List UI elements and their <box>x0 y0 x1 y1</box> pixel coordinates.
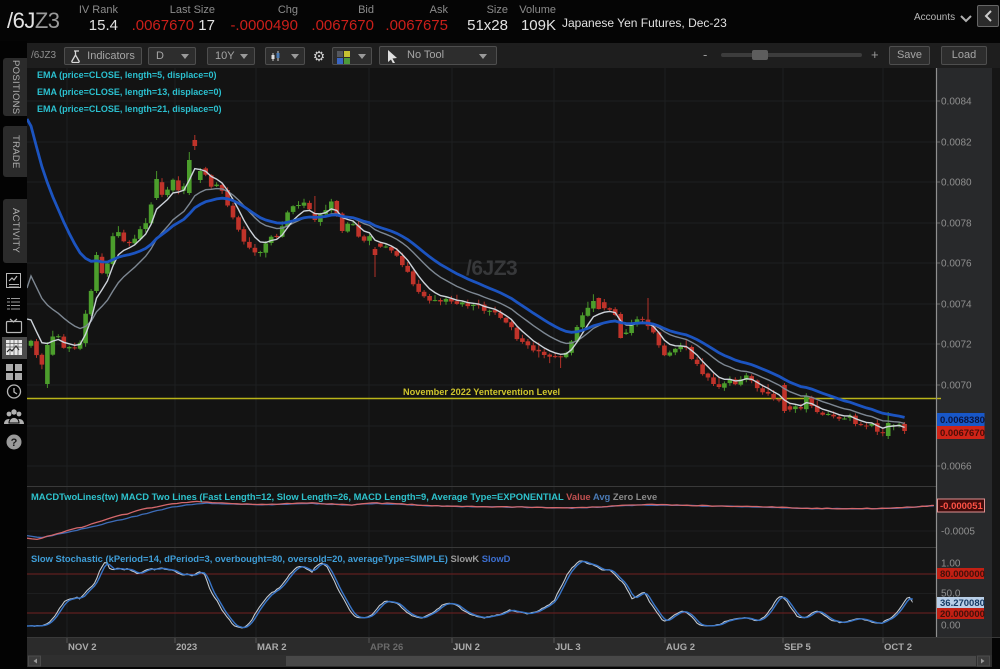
svg-text:0.0068380: 0.0068380 <box>940 415 985 426</box>
svg-text:JUL 3: JUL 3 <box>555 642 581 653</box>
svg-text:0.0074: 0.0074 <box>941 300 972 311</box>
svg-text:0.0067670: 0.0067670 <box>940 428 985 439</box>
svg-text:20.000000: 20.000000 <box>940 609 985 620</box>
svg-text:November 2022 Yentervention Le: November 2022 Yentervention Level <box>403 387 560 397</box>
svg-text:MAR 2: MAR 2 <box>257 642 287 653</box>
svg-text:EMA (price=CLOSE, length=13, d: EMA (price=CLOSE, length=13, displace=0) <box>37 87 221 97</box>
svg-text:-0.0005: -0.0005 <box>941 527 975 538</box>
svg-text:0.0072: 0.0072 <box>941 340 972 351</box>
svg-text:0.0076: 0.0076 <box>941 259 972 270</box>
svg-text:80.000000: 80.000000 <box>940 569 985 580</box>
svg-text:0.0066: 0.0066 <box>941 462 972 473</box>
svg-text:50.0: 50.0 <box>941 589 961 600</box>
svg-text:0.0082: 0.0082 <box>941 138 972 149</box>
svg-text:0.0070: 0.0070 <box>941 381 972 392</box>
svg-text:EMA (price=CLOSE, length=21, d: EMA (price=CLOSE, length=21, displace=0) <box>37 104 221 114</box>
svg-text:0.00: 0.00 <box>941 621 961 632</box>
svg-text:JUN 2: JUN 2 <box>453 642 480 653</box>
svg-text:OCT 2: OCT 2 <box>884 642 912 653</box>
svg-text:APR 26: APR 26 <box>370 642 403 653</box>
svg-text:AUG 2: AUG 2 <box>666 642 695 653</box>
svg-text:0.0078: 0.0078 <box>941 219 972 230</box>
svg-text:/6JZ3: /6JZ3 <box>466 257 517 280</box>
svg-text:SEP 5: SEP 5 <box>784 642 811 653</box>
svg-text:EMA (price=CLOSE, length=5, di: EMA (price=CLOSE, length=5, displace=0) <box>37 70 216 80</box>
svg-text:Slow Stochastic (kPeriod=14, d: Slow Stochastic (kPeriod=14, dPeriod=3, … <box>31 553 511 564</box>
svg-text:?: ? <box>11 437 18 449</box>
svg-text:-0.000051: -0.000051 <box>940 501 984 512</box>
svg-text:36.270080: 36.270080 <box>940 598 985 609</box>
svg-text:1.00: 1.00 <box>941 559 961 570</box>
svg-text:0.0080: 0.0080 <box>941 178 972 189</box>
svg-text:NOV 2: NOV 2 <box>68 642 97 653</box>
svg-text:2023: 2023 <box>176 642 197 653</box>
svg-text:0.0084: 0.0084 <box>941 97 972 108</box>
svg-text:MACDTwoLines(tw) MACD Two Line: MACDTwoLines(tw) MACD Two Lines (Fast Le… <box>31 491 657 502</box>
